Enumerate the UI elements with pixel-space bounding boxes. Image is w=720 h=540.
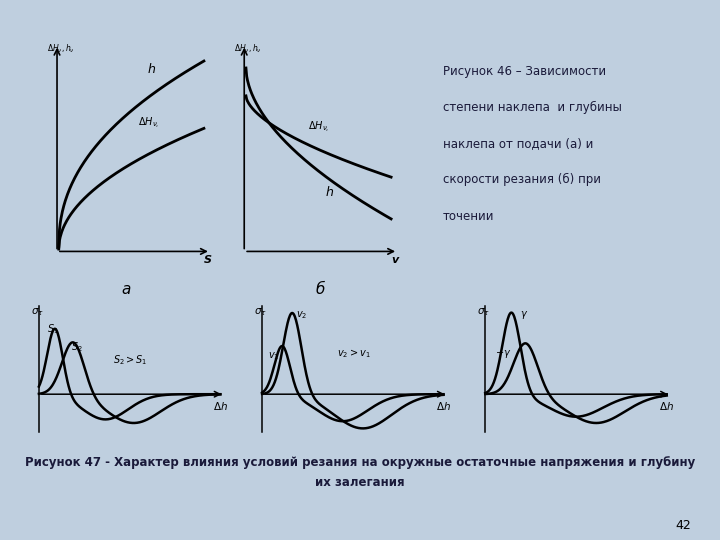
Text: наклепа от подачи (а) и: наклепа от подачи (а) и xyxy=(443,137,593,150)
Text: $\Delta H_{\nu,}$: $\Delta H_{\nu,}$ xyxy=(308,120,329,136)
Text: $S_2 > S_1$: $S_2 > S_1$ xyxy=(114,353,148,367)
Text: $h$: $h$ xyxy=(147,62,156,76)
Text: $\Delta H_\nu, h_\nu$: $\Delta H_\nu, h_\nu$ xyxy=(234,43,261,55)
Text: $\sigma_\tau$: $\sigma_\tau$ xyxy=(477,306,490,318)
Text: точении: точении xyxy=(443,210,495,222)
Text: $v_1$: $v_1$ xyxy=(268,350,279,362)
Text: $v_2 > v_1$: $v_2 > v_1$ xyxy=(337,347,370,360)
Text: Рисунок 46 – Зависимости: Рисунок 46 – Зависимости xyxy=(443,65,606,78)
Text: 42: 42 xyxy=(675,519,691,532)
Text: $\sigma_\tau$: $\sigma_\tau$ xyxy=(31,306,44,318)
Text: v: v xyxy=(391,255,398,265)
Text: $S_2$: $S_2$ xyxy=(71,341,83,354)
Text: $S_1$: $S_1$ xyxy=(47,322,59,336)
Text: скорости резания (б) при: скорости резания (б) при xyxy=(443,173,600,186)
Text: $\Delta h$: $\Delta h$ xyxy=(660,400,674,411)
Text: б: б xyxy=(315,282,325,298)
Text: S: S xyxy=(203,255,212,265)
Text: $\sigma_\tau$: $\sigma_\tau$ xyxy=(254,306,267,318)
Text: $\gamma$: $\gamma$ xyxy=(520,309,528,321)
Text: их залегания: их залегания xyxy=(315,476,405,489)
Text: $\Delta H_\nu, h_\nu$: $\Delta H_\nu, h_\nu$ xyxy=(47,43,74,55)
Text: $\Delta H_{\nu,}$: $\Delta H_{\nu,}$ xyxy=(138,116,159,131)
Text: а: а xyxy=(121,282,131,298)
Text: $\Delta h$: $\Delta h$ xyxy=(436,400,451,411)
Text: $\Delta h$: $\Delta h$ xyxy=(213,400,228,411)
Text: $-\gamma$: $-\gamma$ xyxy=(495,348,512,360)
Text: Рисунок 47 - Характер влияния условий резания на окружные остаточные напряжения : Рисунок 47 - Характер влияния условий ре… xyxy=(25,456,695,469)
Text: $h$: $h$ xyxy=(325,185,335,199)
Text: $v_2$: $v_2$ xyxy=(297,309,307,321)
Text: степени наклепа  и глубины: степени наклепа и глубины xyxy=(443,101,621,114)
